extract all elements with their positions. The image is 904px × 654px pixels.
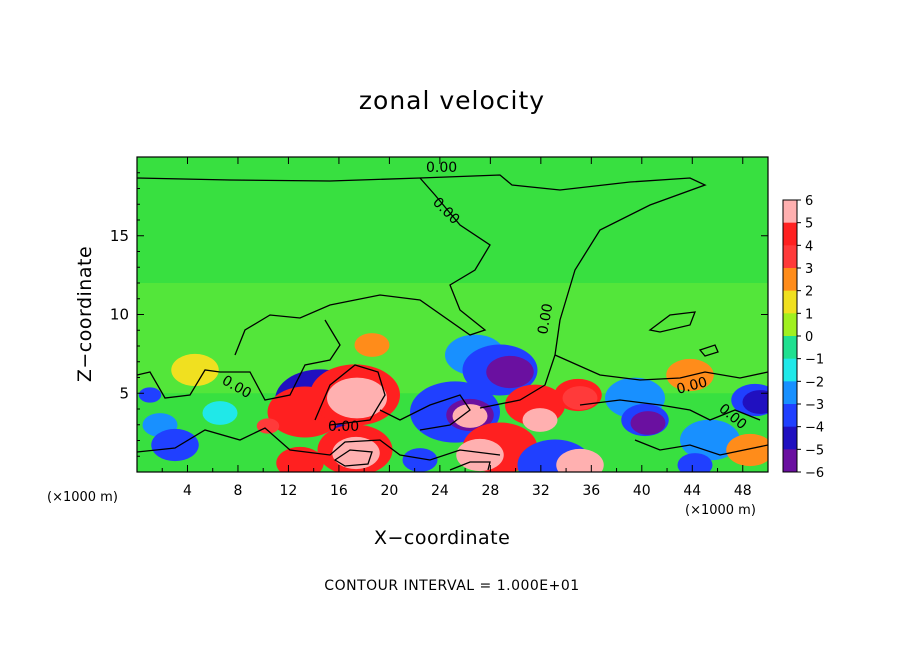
contour-line xyxy=(449,461,491,471)
colorbar-tick-label: 2 xyxy=(805,285,813,300)
colorbar-segment xyxy=(783,426,797,450)
colorbar-tick-label: 0 xyxy=(805,330,813,345)
x-tick-label: 36 xyxy=(582,483,600,499)
colorbar-tick-label: 5 xyxy=(805,217,813,232)
colorbar-segment xyxy=(783,200,797,224)
colorbar-tick-label: −2 xyxy=(805,375,824,390)
colorbar-segment xyxy=(783,404,797,428)
y-axis-title: Z−coordinate xyxy=(74,245,96,383)
colorbar-tick-label: 1 xyxy=(805,307,813,322)
field-patch xyxy=(402,448,438,472)
chart-title: zonal velocity xyxy=(358,86,546,115)
colorbar-segment xyxy=(783,358,797,382)
field-patch xyxy=(677,453,713,472)
colorbar-tick-label: −4 xyxy=(805,421,824,436)
field-patch xyxy=(680,419,740,461)
field-patch xyxy=(452,404,488,428)
x-tick-label: 12 xyxy=(280,483,298,499)
field-patch xyxy=(556,448,604,472)
x-tick-label: 24 xyxy=(431,483,449,499)
colorbar-segment xyxy=(783,222,797,246)
contour-line xyxy=(698,344,719,357)
y-tick-label: 5 xyxy=(119,384,129,402)
x-units-left: (×1000 m) xyxy=(47,490,118,505)
contour-line xyxy=(314,364,386,426)
x-axis: 4 8 12 16 20 24 28 32 36 40 44 48 xyxy=(161,157,752,499)
contour-line xyxy=(648,311,696,333)
contour-label: 0.00 xyxy=(535,302,556,335)
x-tick-label: 8 xyxy=(233,483,242,499)
contour-interval-note: CONTOUR INTERVAL = 1.000E+01 xyxy=(324,578,580,594)
field-patch xyxy=(171,353,219,387)
x-tick-label: 40 xyxy=(633,483,651,499)
field-patch xyxy=(240,25,300,66)
colorbar-tick-label: 6 xyxy=(805,194,813,209)
colorbar-tick-label: 4 xyxy=(805,239,813,254)
y-tick-label: 15 xyxy=(110,227,129,245)
field-patch xyxy=(327,377,387,419)
velocity-field xyxy=(137,25,768,472)
contour-line xyxy=(234,177,491,356)
colorbar-tick-label: −3 xyxy=(805,398,824,413)
field-patch xyxy=(562,386,598,410)
contour-label: 0.00 xyxy=(675,374,709,398)
colorbar-segment xyxy=(783,268,797,292)
x-tick-label: 20 xyxy=(380,483,398,499)
y-axis: 5 10 15 xyxy=(110,172,768,457)
colorbar-segment xyxy=(783,336,797,360)
contour-line xyxy=(137,427,501,461)
field-patch xyxy=(332,436,380,470)
contour-line xyxy=(554,354,768,381)
colorbar-tick-label: −6 xyxy=(805,466,824,481)
y-tick-label: 10 xyxy=(110,306,129,324)
x-tick-label: 4 xyxy=(183,483,192,499)
contour-line xyxy=(634,439,768,456)
x-tick-label: 32 xyxy=(532,483,550,499)
x-tick-label: 16 xyxy=(330,483,348,499)
x-axis-title: X−coordinate xyxy=(374,527,511,549)
contour-line xyxy=(137,174,707,409)
field-patch xyxy=(138,387,162,403)
field-patch xyxy=(726,433,768,467)
colorbar-segment xyxy=(783,449,797,473)
zero-contours xyxy=(137,174,768,471)
field-patch xyxy=(486,355,534,389)
colorbar-tick-label: −1 xyxy=(805,353,824,368)
colorbar-segment xyxy=(783,245,797,269)
field-patch xyxy=(522,408,558,432)
contour-line xyxy=(579,399,761,421)
field-patch xyxy=(354,333,390,357)
field-patch xyxy=(742,390,768,414)
contour-line xyxy=(379,394,471,431)
field-patch xyxy=(202,401,238,425)
colorbar-segment xyxy=(783,290,797,314)
colorbar-tick-label: 3 xyxy=(805,262,813,277)
contour-line xyxy=(333,449,373,467)
contour-label: 0.00 xyxy=(426,160,457,176)
x-tick-label: 28 xyxy=(481,483,499,499)
contour-label: 0.00 xyxy=(328,419,359,435)
x-units-right: (×1000 m) xyxy=(685,503,756,518)
field-patch xyxy=(630,411,666,435)
colorbar: 6 5 4 3 2 1 0 −1 −2 −3 −4 −5 −6 xyxy=(782,194,824,481)
colorbar-segment xyxy=(783,381,797,405)
field-patch xyxy=(151,428,199,462)
x-tick-label: 48 xyxy=(734,483,752,499)
contour-line xyxy=(137,319,341,401)
x-tick-label: 44 xyxy=(683,483,701,499)
colorbar-tick-label: −5 xyxy=(805,443,824,458)
colorbar-segment xyxy=(783,313,797,337)
